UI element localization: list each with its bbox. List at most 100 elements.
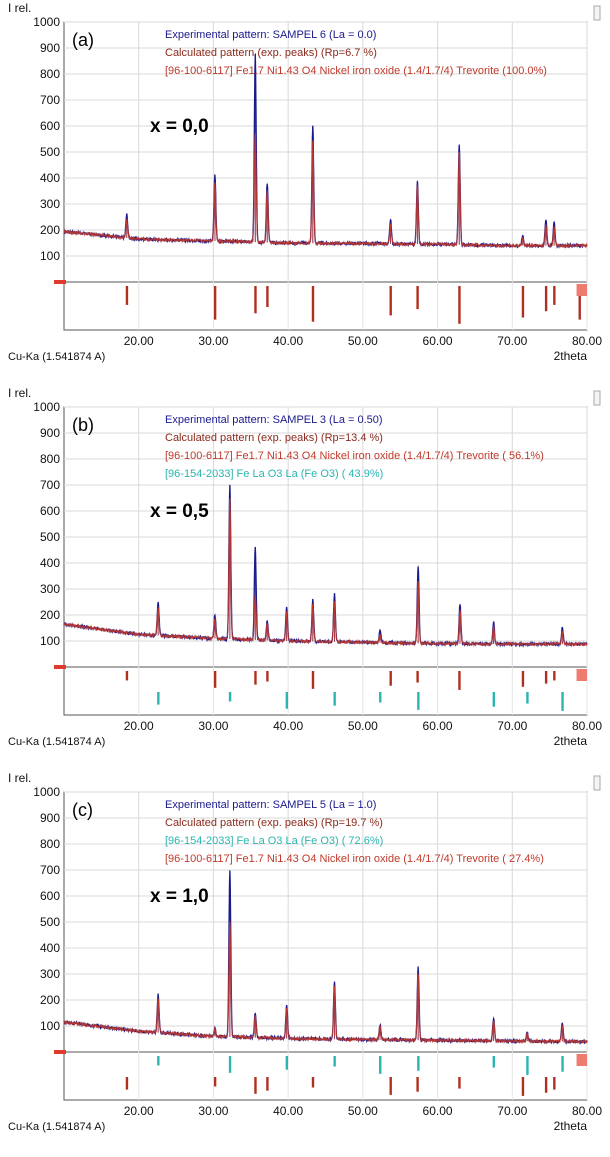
y-tick-label: 500 [40,145,60,159]
y-tick-label: 1000 [33,15,60,29]
y-tick-label: 800 [40,837,60,851]
x-tick-label: 20.00 [124,334,154,348]
reference-peak-stick [311,1077,315,1088]
reference-peak-stick [213,286,217,320]
x-tick-label: 80.00 [572,334,602,348]
reference-peak-stick [521,286,525,318]
reference-peak-stick [416,286,419,310]
zero-marker [54,1050,66,1054]
xrd-chart-svg: 100 200 300 400 500 600 700 800 900 1000 20.00 30.0… [8,771,602,1133]
reference-peak-stick [416,671,419,683]
xrd-panel-b: 100 200 300 400 500 600 700 800 900 1000 20.00 30.0… [0,385,610,770]
x-tick-label: 40.00 [273,719,303,733]
reference-peak-stick [553,286,556,305]
legend-entry: [96-154-2033] Fe La O3 La (Fe O3) ( 72.6… [165,835,383,847]
scroll-marker [593,5,601,21]
reference-strip-frame [63,666,588,716]
reference-peak-stick [544,671,548,684]
x-tick-label: 60.00 [423,719,453,733]
y-tick-label: 1000 [33,785,60,799]
reference-peak-stick [458,286,461,324]
xrd-chart-svg: 100 200 300 400 500 600 700 800 900 1000 20.00 30.0… [8,386,602,748]
reference-peak-stick [521,671,525,687]
composition-label: x = 0,5 [150,501,209,522]
x-tick-label: 80.00 [572,719,602,733]
reference-peak-stick [157,692,160,705]
y-axis-label: I rel. [8,1,31,15]
reference-peak-stick [578,286,581,320]
calculated-pattern-line [63,921,588,1045]
calculated-pattern-line [63,498,588,648]
reference-peak-stick [553,671,556,681]
legend-entry: Calculated pattern (exp. peaks) (Rp=6.7 … [165,47,377,59]
y-tick-label: 400 [40,941,60,955]
reference-peak-stick [254,286,257,314]
x-tick-label: 70.00 [497,334,527,348]
y-tick-label: 100 [40,1019,60,1033]
reference-peak-stick [458,671,461,690]
reference-peak-stick [389,1077,392,1095]
reference-peak-stick [125,671,129,681]
radiation-label: Cu-Ka (1.541874 A) [8,351,105,363]
y-tick-label: 200 [40,993,60,1007]
calculated-pattern-line [63,133,588,249]
reference-peak-stick [458,1077,461,1089]
x-tick-label: 30.00 [198,334,228,348]
y-tick-label: 900 [40,426,60,440]
reference-peak-stick [416,1077,419,1092]
y-tick-label: 400 [40,556,60,570]
x-tick-label: 20.00 [124,719,154,733]
x-tick-label: 60.00 [423,334,453,348]
zero-marker [54,280,66,284]
reference-peak-stick [213,1077,217,1087]
x-tick-label: 50.00 [348,1104,378,1118]
reference-peak-stick [228,692,232,702]
reference-peak-stick [333,1056,336,1067]
reference-peak-stick [379,1056,382,1074]
scroll-marker [593,390,601,406]
reference-peak-stick [544,286,548,312]
y-tick-label: 600 [40,119,60,133]
y-tick-label: 700 [40,478,60,492]
reference-peak-stick [157,1056,160,1066]
y-tick-label: 700 [40,93,60,107]
reference-peak-stick [125,1077,129,1090]
legend-entry: Experimental pattern: SAMPEL 6 (La = 0.0… [165,29,376,41]
y-tick-label: 200 [40,223,60,237]
reference-peak-stick [389,286,392,316]
reference-peak-stick [285,692,289,709]
reference-peak-stick [492,692,496,707]
panel-label: (a) [72,30,94,50]
x-tick-label: 50.00 [348,719,378,733]
y-tick-label: 300 [40,582,60,596]
composition-label: x = 1,0 [150,886,209,907]
y-tick-label: 900 [40,811,60,825]
x-tick-label: 20.00 [124,1104,154,1118]
range-end-marker [576,669,587,681]
xrd-chart-svg: 100 200 300 400 500 600 700 800 900 1000 20.00 30.0… [8,1,602,363]
range-end-marker [576,1054,587,1066]
reference-peak-stick [254,1077,257,1094]
y-axis-label: I rel. [8,386,31,400]
xrd-panel-c: 100 200 300 400 500 600 700 800 900 1000 20.00 30.0… [0,770,610,1155]
x-tick-label: 40.00 [273,1104,303,1118]
xrd-panel-a: 100 200 300 400 500 600 700 800 900 1000 20.00 30.0… [0,0,610,385]
reference-peak-stick [417,692,420,710]
reference-peak-stick [333,692,336,706]
legend-entry: Experimental pattern: SAMPEL 3 (La = 0.5… [165,414,383,426]
y-tick-label: 900 [40,41,60,55]
x-tick-label: 30.00 [198,1104,228,1118]
radiation-label: Cu-Ka (1.541874 A) [8,1121,105,1133]
reference-peak-stick [311,671,315,689]
reference-peak-stick [125,286,129,305]
reference-peak-stick [266,1077,269,1091]
legend-entry: Calculated pattern (exp. peaks) (Rp=13.4… [165,432,383,444]
x-tick-label: 80.00 [572,1104,602,1118]
x-tick-label: 40.00 [273,334,303,348]
y-tick-label: 500 [40,915,60,929]
range-end-marker [576,284,587,296]
reference-peak-stick [492,1056,496,1068]
panel-label: (c) [72,800,93,820]
reference-peak-stick [213,671,217,688]
x-tick-label: 70.00 [497,719,527,733]
